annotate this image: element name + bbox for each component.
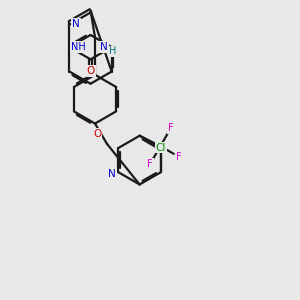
Text: F: F	[147, 159, 153, 169]
Text: F: F	[176, 152, 181, 161]
Text: N: N	[108, 169, 116, 179]
Text: O: O	[93, 129, 101, 139]
Text: NH: NH	[71, 42, 86, 52]
Text: O: O	[86, 66, 95, 76]
Text: N: N	[100, 42, 108, 52]
Text: Cl: Cl	[155, 142, 166, 153]
Text: N: N	[72, 19, 80, 29]
Text: H: H	[109, 46, 116, 56]
Text: F: F	[168, 123, 174, 133]
